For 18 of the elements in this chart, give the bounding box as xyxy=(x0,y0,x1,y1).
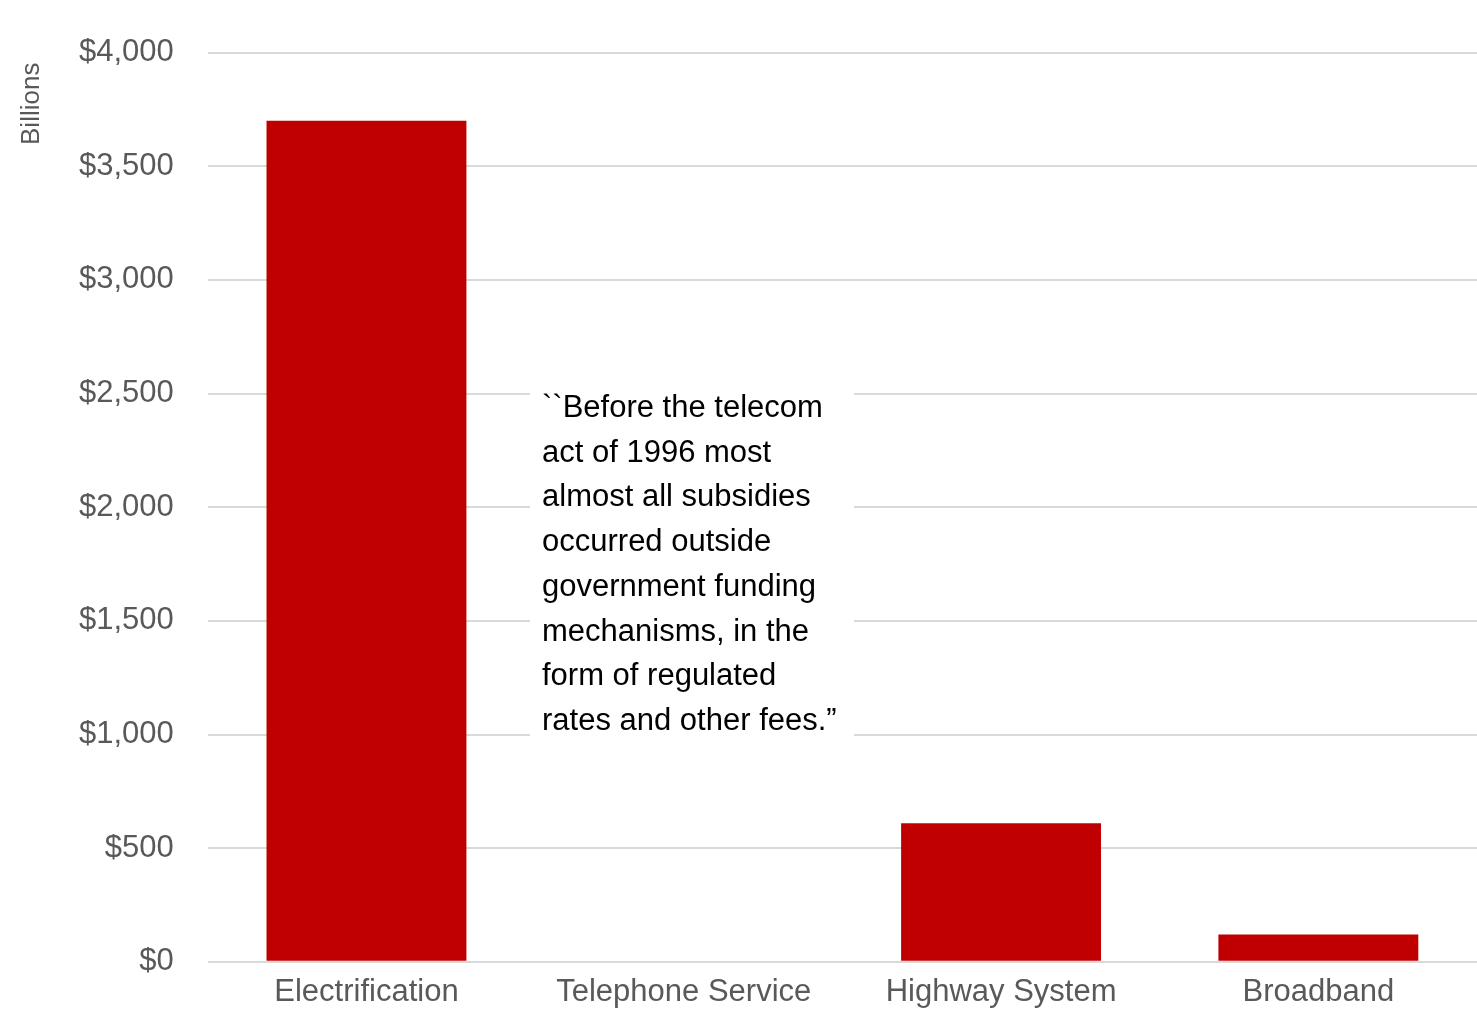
x-tick-label: Highway System xyxy=(885,972,1117,1008)
annotation: ``Before the telecom act of 1996 most almost all subsidies occurred outside government funding mechanisms, in the form of regulated rates and other fees.” xyxy=(530,385,854,743)
x-tick-label: Broadband xyxy=(1242,972,1395,1008)
x-tick-label: Electrification xyxy=(274,972,459,1008)
y-tick-label: $2,000 xyxy=(78,487,174,523)
y-tick-label: $3,000 xyxy=(78,260,174,296)
bar xyxy=(1218,934,1419,961)
bar xyxy=(901,823,1101,961)
x-tick-label: Telephone Service xyxy=(556,972,812,1008)
y-tick-label: $4,000 xyxy=(78,33,174,69)
y-tick-label: $0 xyxy=(139,942,174,978)
y-tick-label: $500 xyxy=(104,828,174,864)
bar xyxy=(266,120,467,961)
y-tick-label: $1,000 xyxy=(78,715,174,751)
y-tick-label: $2,500 xyxy=(78,374,174,410)
y-axis-title: Billions xyxy=(15,62,46,145)
y-tick-label: $3,500 xyxy=(78,146,174,182)
y-tick-label: $1,500 xyxy=(78,601,174,637)
